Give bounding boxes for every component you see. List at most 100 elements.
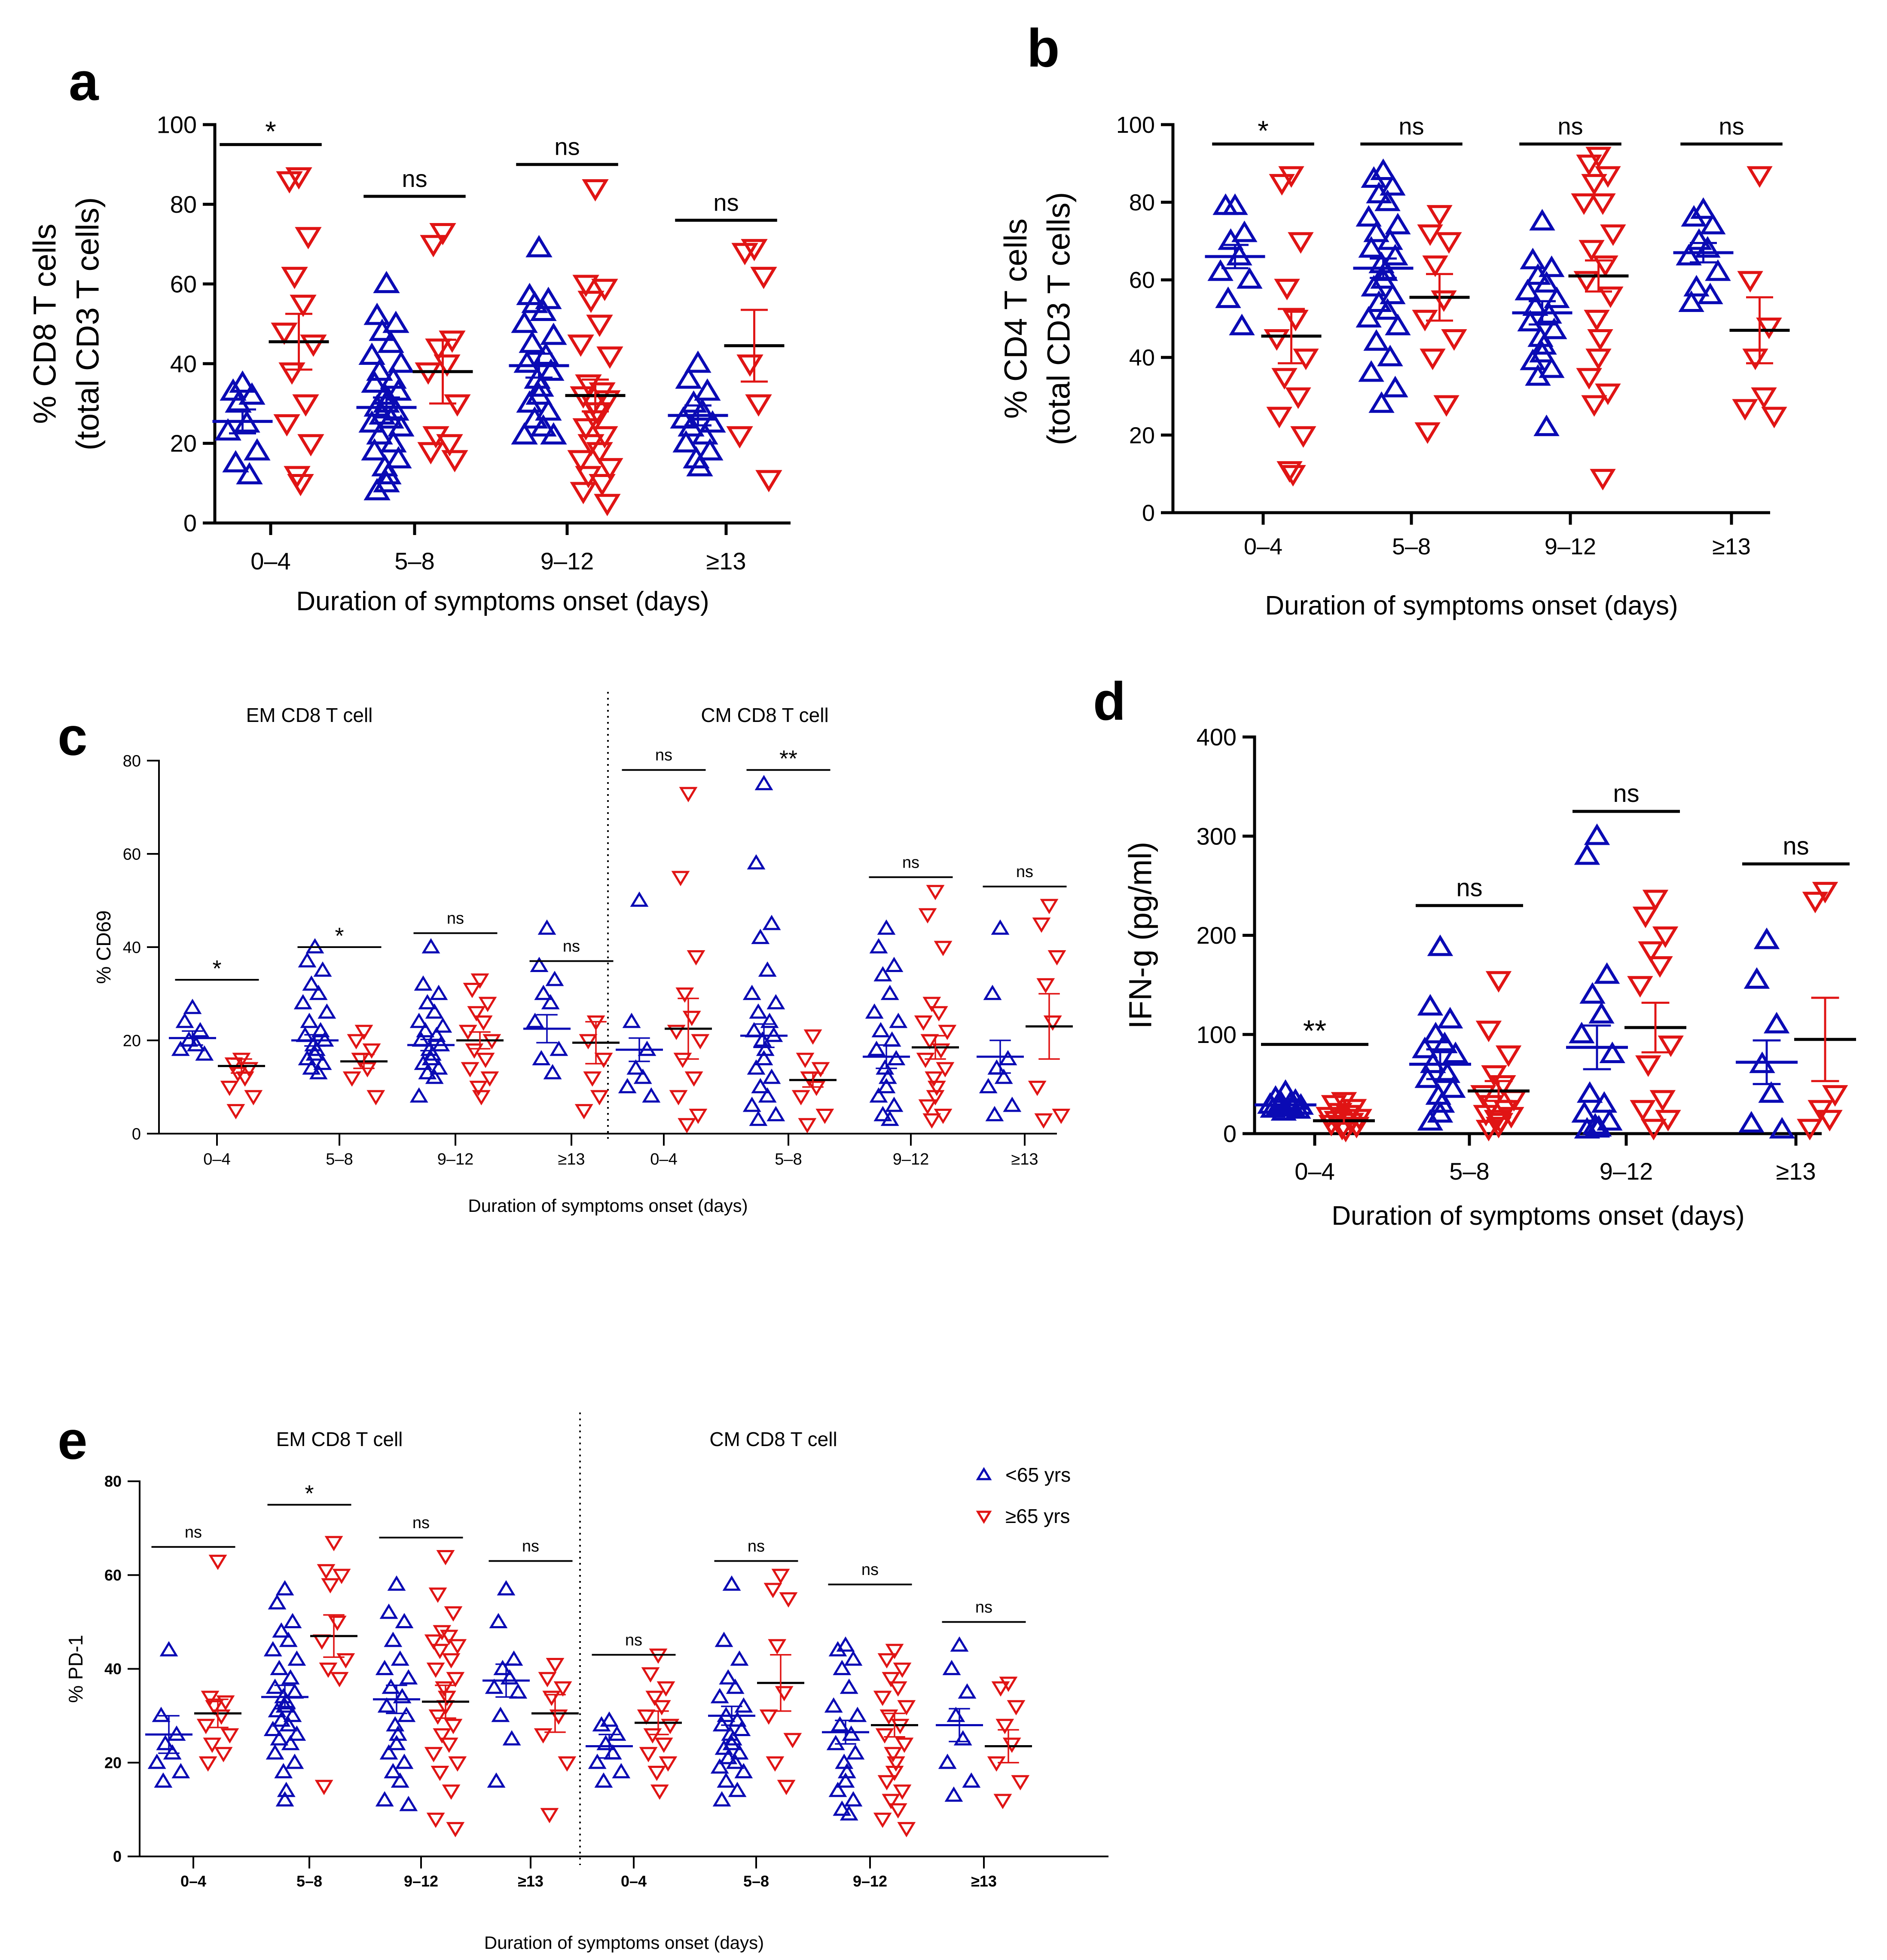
chart-d-data-point [1485,971,1512,993]
chart-b-data-point [1539,356,1565,378]
chart-c-data-point [798,1118,817,1134]
chart-a-data-point [361,370,388,393]
chart-c-data-point [622,1012,641,1028]
chart-a-data-point [516,390,543,413]
chart-d-data-point [1440,1076,1466,1098]
chart-e-data-point [263,1721,282,1736]
chart-c-x-tick-label: 5–8 [326,1150,353,1168]
chart-c-data-point [758,1087,777,1103]
chart-e-data-point [387,1735,406,1750]
chart-a-data-point [287,474,314,496]
chart-e-x-tick-label: 9–12 [404,1872,438,1890]
chart-c-data-point [541,994,560,1009]
chart-c-data-point [749,1003,768,1019]
chart-e-pd1: 0 20 40 60 80 0–4 5–8 9–12 ≥13 0–4 5–8 9–12 ≥13 Durat… [64,1413,1108,1953]
chart-b-data-point [1705,259,1731,281]
chart-e-data-point [147,1753,166,1769]
chart-c-data-point [461,1062,479,1078]
chart-c-data-point [427,1027,446,1042]
chart-a-data-point [745,394,772,417]
chart-c-data-point [229,1067,247,1082]
chart-b-data-point [1374,298,1401,320]
chart-e-data-point [154,1772,173,1788]
chart-a-data-point [388,350,415,373]
chart-c-data-point [579,1034,598,1049]
chart-e-data-point [446,1672,465,1688]
chart-c-data-point [747,1059,766,1075]
chart-c-data-point [421,938,440,954]
chart-e-data-point [993,1794,1012,1810]
chart-b-data-point [1683,275,1710,297]
chart-b-data-point [1285,387,1311,409]
chart-c-data-point [667,1024,686,1040]
chart-d-y-tick-label: 200 [1197,922,1237,949]
chart-e-y-axis-title: % PD-1 [64,1635,87,1703]
chart-a-y-tick-label: 80 [170,191,197,218]
chart-e-data-point [893,1784,912,1800]
chart-c-y-tick-label: 0 [132,1125,141,1143]
chart-d-data-point [1475,1119,1502,1142]
chart-c-data-point [669,1090,688,1106]
chart-e-data-point [719,1749,738,1764]
chart-a-data-point [369,318,396,341]
chart-e-data-point [612,1763,631,1779]
chart-a-data-point [589,474,616,496]
chart-b-data-point [1363,220,1389,242]
chart-e-data-point [330,1672,349,1688]
chart-b-data-point [1420,349,1446,370]
chart-d-data-point [1642,890,1669,911]
chart-e-data-point [281,1669,300,1685]
chart-d-data-point [1753,927,1780,949]
chart-e-data-point [889,1681,907,1697]
chart-e-data-point [962,1772,981,1788]
chart-c-data-point [938,1024,957,1040]
chart-c-data-point [994,1068,1013,1084]
chart-a-data-point [675,366,702,389]
chart-e-data-point [534,1728,553,1744]
chart-e-data-point [826,1735,845,1750]
chart-e-data-point [198,1756,217,1772]
chart-d-data-point [1769,1117,1795,1139]
chart-c-data-point [418,994,437,1009]
chart-e-data-point [714,1632,733,1647]
chart-c-data-point [877,1078,896,1094]
panel-label-c: c [58,707,88,767]
chart-e-data-point [712,1791,731,1807]
chart-e-data-point [442,1653,461,1669]
chart-c-data-point [467,1006,486,1021]
chart-d-data-point [1627,976,1653,998]
chart-d-y-tick-label: 300 [1197,823,1237,850]
chart-e-data-point [436,1550,455,1566]
chart-e-data-point [268,1594,287,1610]
chart-e-data-point [884,1747,903,1762]
chart-d-data-point [1597,1109,1623,1131]
chart-b-data-point [1366,181,1392,204]
chart-e-y-tick-label: 60 [104,1566,122,1584]
chart-e-data-point [766,1756,785,1772]
chart-e-data-point [446,1822,465,1838]
chart-c-significance-label: ns [655,746,672,764]
chart-b-data-point [1579,240,1605,262]
chart-c-data-point [530,957,549,972]
chart-e-data-point [375,1791,394,1807]
chart-e-data-point [730,1744,749,1760]
chart-b-x-axis-title: Duration of symptoms onset (days) [1265,591,1678,621]
chart-e-data-point [397,1706,416,1722]
chart-e-data-point [442,1784,461,1800]
chart-c-data-point [873,966,892,982]
chart-a-data-point [366,422,393,445]
chart-e-data-point [395,1613,414,1628]
chart-c-data-point [762,914,781,930]
chart-b-data-point [1426,205,1453,227]
chart-c-data-point [318,1003,336,1019]
chart-e-data-point [885,1644,904,1659]
chart-e-data-point [201,1691,220,1706]
chart-a-data-point [444,394,471,417]
chart-e-legend-label: <65 yrs [1005,1464,1071,1486]
chart-b-data-point [1525,263,1551,285]
chart-a-data-point [596,346,623,369]
chart-b-data-point [1377,345,1403,367]
chart-a-data-point [373,271,400,294]
chart-b-data-point [1370,158,1396,180]
chart-a-data-point [699,410,726,433]
